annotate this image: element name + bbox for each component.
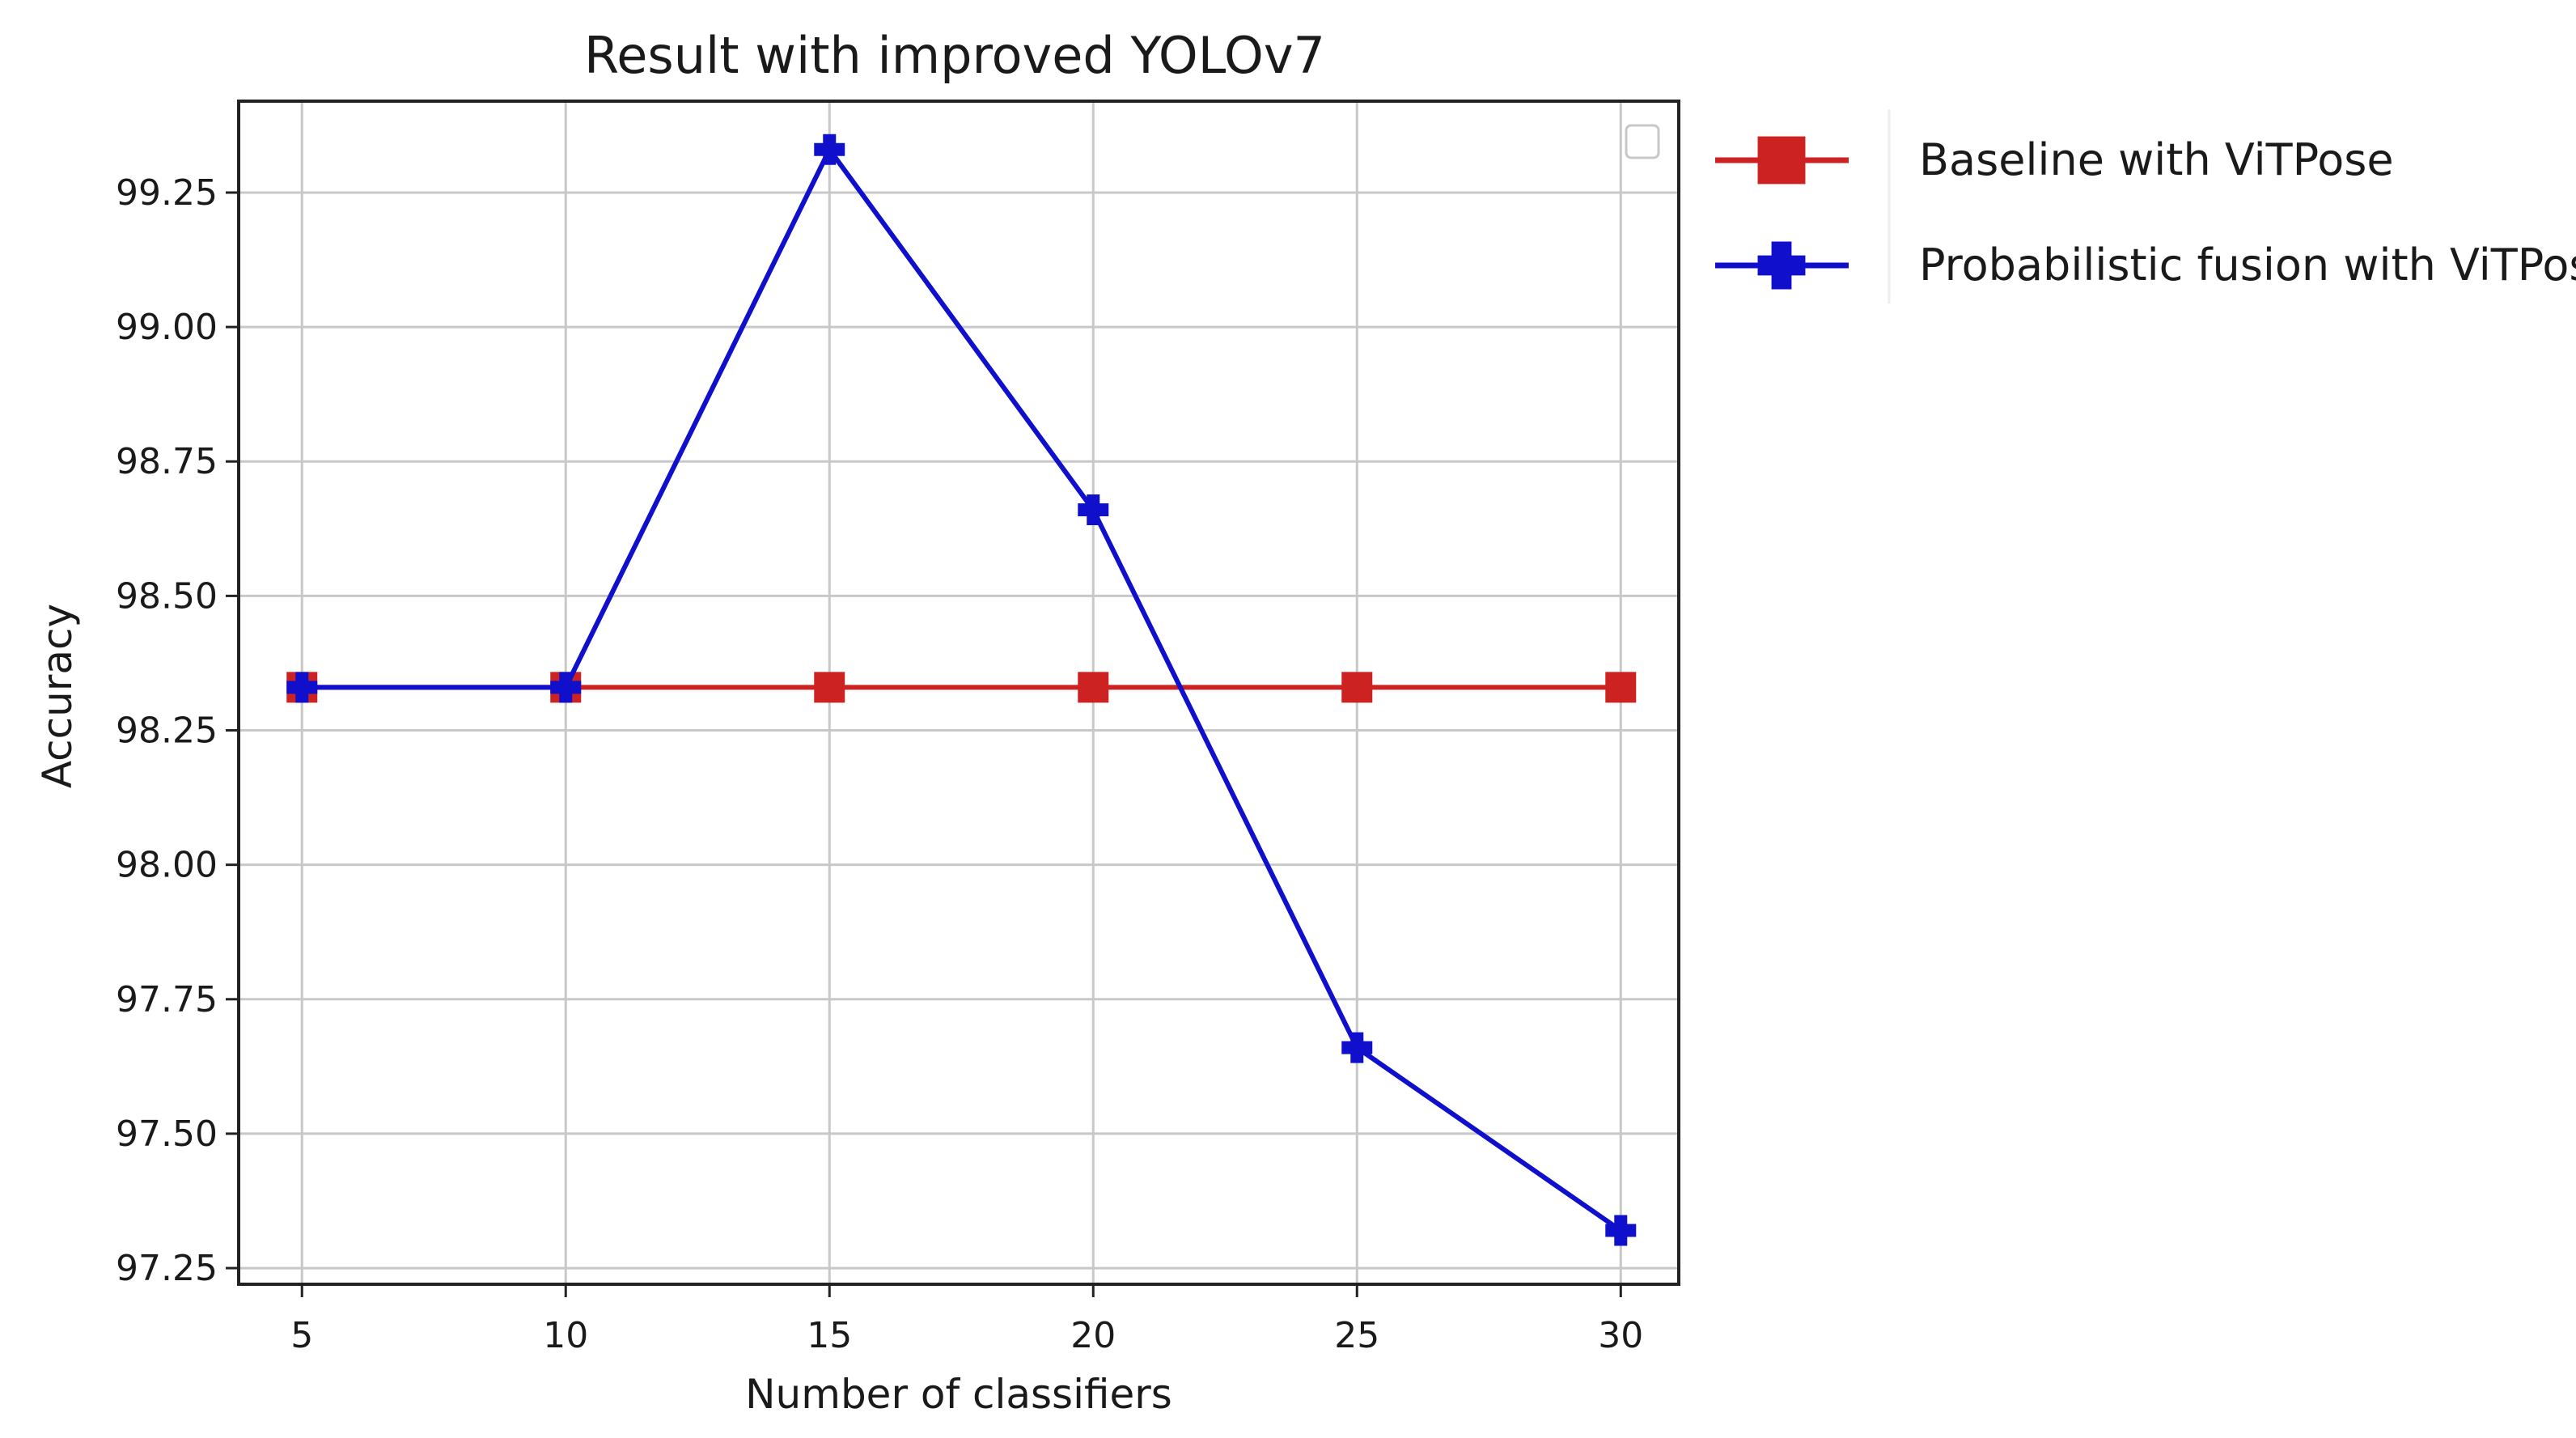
grid — [239, 101, 1679, 1284]
x-tick-label: 15 — [807, 1315, 852, 1356]
y-tick-label: 97.25 — [116, 1248, 218, 1289]
legend: Baseline with ViTPose Probabilistic fusio… — [1715, 109, 2576, 303]
y-tick-label: 97.50 — [116, 1113, 218, 1155]
y-axis-label: Accuracy — [34, 604, 81, 788]
series-line — [302, 146, 1622, 1233]
legend-label: Probabilistic fusion with ViTPose — [1919, 240, 2576, 291]
data-point — [286, 672, 318, 703]
data-point — [1605, 1215, 1637, 1246]
x-tick-label: 5 — [290, 1315, 313, 1356]
data-point — [550, 672, 582, 703]
legend-empty-box — [1625, 124, 1660, 159]
data-point — [1605, 672, 1637, 703]
x-tick-label: 30 — [1598, 1315, 1643, 1356]
legend-marker — [1757, 241, 1806, 290]
series-1 — [286, 134, 1637, 1246]
x-axis-label: Number of classifiers — [745, 1371, 1172, 1418]
data-point — [1341, 672, 1373, 703]
y-axis-ticks: 97.25 97.50 97.75 98.00 98.25 98.50 98.75 99.00… — [116, 172, 239, 1289]
x-tick-label: 20 — [1070, 1315, 1116, 1356]
y-tick-label: 98.75 — [116, 441, 218, 482]
data-point — [1078, 494, 1109, 526]
legend-item-1: Probabilistic fusion with ViTPose — [1715, 240, 2576, 291]
legend-item-0: Baseline with ViTPose — [1715, 134, 2394, 185]
y-tick-label: 97.75 — [116, 979, 218, 1020]
plot-frame — [237, 100, 1680, 1286]
data-point — [1078, 672, 1109, 703]
legend-label: Baseline with ViTPose — [1919, 134, 2394, 185]
y-tick-label: 98.50 — [116, 575, 218, 617]
x-tick-label: 10 — [543, 1315, 588, 1356]
series-layer — [286, 134, 1637, 1246]
y-tick-label: 98.00 — [116, 845, 218, 886]
x-axis-ticks: 5 10 15 20 25 30 — [290, 1284, 1643, 1356]
data-point — [814, 672, 845, 703]
y-tick-label: 99.25 — [116, 172, 218, 214]
data-point — [1341, 1032, 1373, 1063]
y-tick-label: 99.00 — [116, 307, 218, 348]
legend-marker — [1757, 136, 1806, 185]
x-tick-label: 25 — [1334, 1315, 1379, 1356]
chart-title: Result with improved YOLOv7 — [584, 26, 1325, 85]
data-point — [814, 134, 845, 165]
y-tick-label: 98.25 — [116, 711, 218, 752]
